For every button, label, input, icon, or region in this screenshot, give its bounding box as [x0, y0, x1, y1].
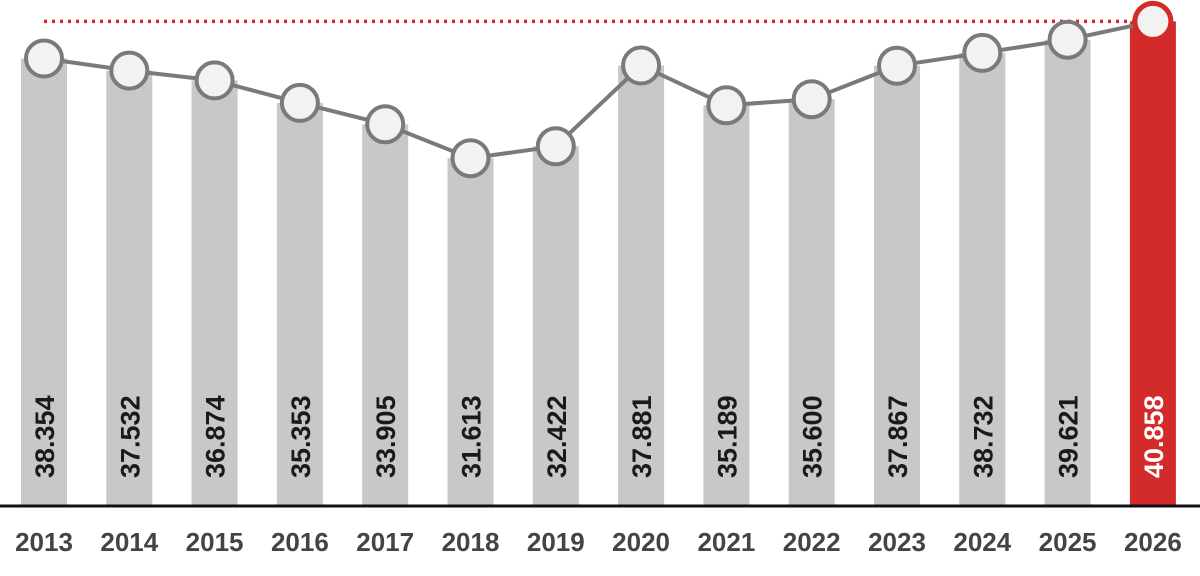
value-labels: 38.354 37.532 36.874 35.353 33.905 31.613 32.4…: [30, 395, 1169, 478]
marker-2026: [1132, 0, 1174, 42]
bar-2015: [191, 80, 238, 507]
markers: [24, 0, 1174, 179]
x-tick-2025: 2025: [1039, 527, 1097, 557]
marker-2018: [450, 138, 491, 179]
value-label-2013: 38.354: [30, 395, 60, 478]
x-tick-2015: 2015: [186, 527, 244, 557]
marker-2024: [962, 32, 1003, 73]
marker-2020: [621, 45, 662, 86]
value-label-2018: 31.613: [457, 395, 487, 478]
value-label-2020: 37.881: [627, 395, 657, 478]
value-label-2024: 38.732: [968, 395, 998, 478]
bars: [21, 21, 1176, 507]
value-label-2023: 37.867: [883, 395, 913, 478]
x-tick-2016: 2016: [271, 527, 329, 557]
marker-2025: [1047, 19, 1088, 60]
x-tick-2014: 2014: [100, 527, 158, 557]
x-tick-2019: 2019: [527, 527, 585, 557]
x-tick-2020: 2020: [612, 527, 670, 557]
bar-2020: [618, 65, 665, 506]
marker-2015: [194, 60, 235, 101]
value-label-2021: 35.189: [712, 395, 742, 478]
value-label-2016: 35.353: [286, 395, 316, 478]
x-tick-2018: 2018: [442, 527, 500, 557]
bar-2016: [276, 102, 323, 507]
marker-2014: [109, 50, 150, 91]
bar-2023: [874, 65, 920, 506]
bar-2025: [1044, 39, 1091, 506]
marker-2023: [877, 45, 917, 86]
x-tick-2023: 2023: [868, 527, 926, 557]
bar-2013: [21, 58, 67, 506]
x-tick-2022: 2022: [783, 527, 841, 557]
bar-2024: [959, 52, 1006, 507]
bar-2017: [362, 124, 409, 507]
x-tick-2017: 2017: [356, 527, 414, 557]
value-label-2022: 35.600: [798, 395, 828, 478]
value-label-2017: 33.905: [371, 395, 401, 478]
bar-2021: [703, 105, 750, 507]
x-tick-2021: 2021: [697, 527, 755, 557]
value-label-2015: 36.874: [201, 395, 231, 478]
bar-2022: [788, 99, 835, 506]
value-label-2019: 32.422: [542, 395, 572, 478]
value-label-2026: 40.858: [1139, 395, 1169, 478]
bar-2018: [447, 158, 494, 506]
x-tick-2013: 2013: [15, 527, 73, 557]
bar-2026: [1129, 21, 1176, 507]
x-tick-2026: 2026: [1124, 527, 1182, 557]
bar-2019: [532, 146, 579, 507]
marker-2019: [535, 126, 576, 167]
marker-2017: [365, 104, 406, 145]
value-label-2014: 37.532: [115, 395, 145, 478]
x-tick-labels: 2013 2014 2015 2016 2017 2018 2019 2020 2021 2022…: [15, 527, 1182, 557]
marker-2021: [706, 85, 747, 126]
marker-2016: [279, 82, 320, 123]
marker-2013: [24, 38, 64, 79]
x-tick-2024: 2024: [953, 527, 1011, 557]
bar-2014: [106, 70, 153, 506]
value-label-2025: 39.621: [1054, 395, 1084, 478]
marker-2022: [791, 79, 832, 120]
